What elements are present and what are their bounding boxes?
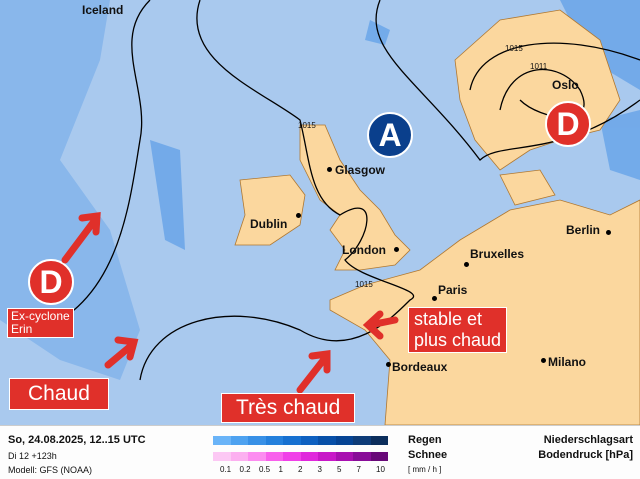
city-label: Bruxelles xyxy=(470,247,525,261)
rain-color-bar xyxy=(213,436,388,445)
legend-tick: 2 xyxy=(298,465,303,474)
city-label: Milano xyxy=(548,355,586,369)
forecast-date: So, 24.08.2025, 12..15 UTC xyxy=(8,434,146,446)
model-info: Modell: GFS (NOAA) xyxy=(8,465,93,475)
legend-tick: 3 xyxy=(317,465,322,474)
color-swatch xyxy=(213,436,231,445)
low-pressure-symbol: D xyxy=(545,101,591,147)
color-swatch xyxy=(318,436,336,445)
legend: So, 24.08.2025, 12..15 UTC Di 12 +123h M… xyxy=(0,425,640,479)
city-dot xyxy=(386,362,391,367)
city-dot xyxy=(541,358,546,363)
city-label: London xyxy=(342,243,386,257)
color-swatch xyxy=(318,452,336,461)
tres-chaud-label: Très chaud xyxy=(221,393,356,423)
color-swatch xyxy=(265,452,283,461)
color-swatch xyxy=(353,436,371,445)
city-dot xyxy=(432,296,437,301)
city-label: Berlin xyxy=(566,223,601,237)
city-label: Paris xyxy=(438,283,468,297)
weather-map: Iceland Oslo Glasgow Dublin London Bruxe… xyxy=(0,0,640,425)
city-dot xyxy=(296,213,301,218)
color-swatch xyxy=(370,436,388,445)
color-swatch xyxy=(335,436,353,445)
color-swatch xyxy=(335,452,353,461)
color-swatch xyxy=(248,452,266,461)
high-pressure-symbol: A xyxy=(367,112,413,158)
chaud-label: Chaud xyxy=(9,378,109,410)
isobar-label: 1015 xyxy=(355,280,373,289)
color-swatch xyxy=(213,452,231,461)
city-dot xyxy=(394,247,399,252)
legend-ticks: 0.1 0.2 0.5 1 2 3 5 7 10 xyxy=(220,465,400,475)
color-swatch xyxy=(353,452,371,461)
city-dot xyxy=(327,167,332,172)
color-swatch xyxy=(230,436,248,445)
city-label: Oslo xyxy=(552,78,579,92)
isobars xyxy=(39,0,640,381)
snow-color-bar xyxy=(213,452,388,461)
legend-title-pressure: Bodendruck [hPa] xyxy=(538,449,633,461)
city-label: Bordeaux xyxy=(392,360,448,374)
rain-label: Regen xyxy=(408,434,442,446)
stable-plus-chaud-label: stable et plus chaud xyxy=(408,307,508,353)
city-dot xyxy=(464,262,469,267)
legend-tick: 7 xyxy=(356,465,361,474)
legend-tick: 0.2 xyxy=(239,465,251,474)
color-swatch xyxy=(265,436,283,445)
color-swatch xyxy=(300,436,318,445)
color-swatch xyxy=(230,452,248,461)
unit-label: [ mm / h ] xyxy=(408,465,442,474)
legend-tick: 0.5 xyxy=(259,465,271,474)
legend-tick: 0.1 xyxy=(220,465,232,474)
legend-title-precip: Niederschlagsart xyxy=(543,434,633,446)
city-label: Glasgow xyxy=(335,163,386,177)
run-info: Di 12 +123h xyxy=(8,451,57,461)
isobar-label: 1015 xyxy=(298,121,316,130)
city-label: Iceland xyxy=(82,3,124,17)
color-swatch xyxy=(248,436,266,445)
legend-tick: 5 xyxy=(337,465,342,474)
isobar-label: 1011 xyxy=(530,62,548,71)
color-swatch xyxy=(300,452,318,461)
snow-label: Schnee xyxy=(408,449,448,461)
arrows xyxy=(61,211,399,394)
color-swatch xyxy=(283,436,301,445)
legend-tick: 1 xyxy=(278,465,283,474)
ex-cyclone-label: Ex-cyclone Erin xyxy=(7,308,74,338)
low-pressure-symbol: D xyxy=(28,259,74,305)
city-label: Dublin xyxy=(250,217,288,231)
color-swatch xyxy=(283,452,301,461)
isobar-label: 1015 xyxy=(505,44,523,53)
color-swatch xyxy=(370,452,388,461)
legend-tick: 10 xyxy=(376,465,385,474)
city-dot xyxy=(606,230,611,235)
